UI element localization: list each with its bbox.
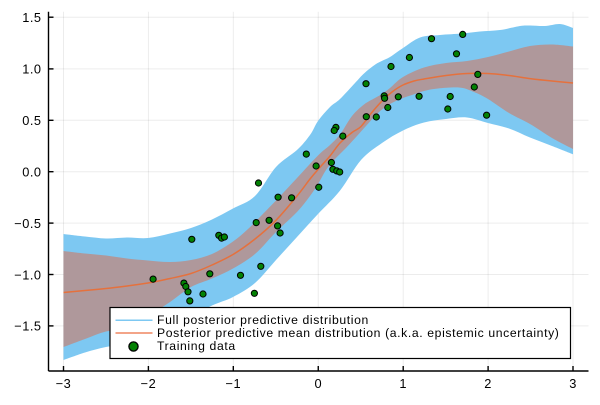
svg-text:0.0: 0.0 [22,165,41,180]
svg-text:−0.5: −0.5 [14,216,41,231]
svg-text:Full posterior predictive dist: Full posterior predictive distribution [157,313,369,327]
svg-text:2: 2 [484,376,492,391]
svg-text:Training data: Training data [157,339,236,353]
svg-text:−2: −2 [141,376,157,391]
svg-text:1.0: 1.0 [22,62,41,77]
svg-text:3: 3 [569,376,577,391]
svg-text:0.5: 0.5 [22,113,41,128]
svg-text:Posterior predictive mean dist: Posterior predictive mean distribution (… [157,326,559,340]
svg-text:0: 0 [314,376,322,391]
svg-text:−1: −1 [226,376,242,391]
svg-text:−1.5: −1.5 [14,319,41,334]
svg-text:1.5: 1.5 [22,10,41,25]
svg-text:−3: −3 [56,376,72,391]
svg-text:1: 1 [399,376,407,391]
svg-text:−1.0: −1.0 [14,267,41,282]
